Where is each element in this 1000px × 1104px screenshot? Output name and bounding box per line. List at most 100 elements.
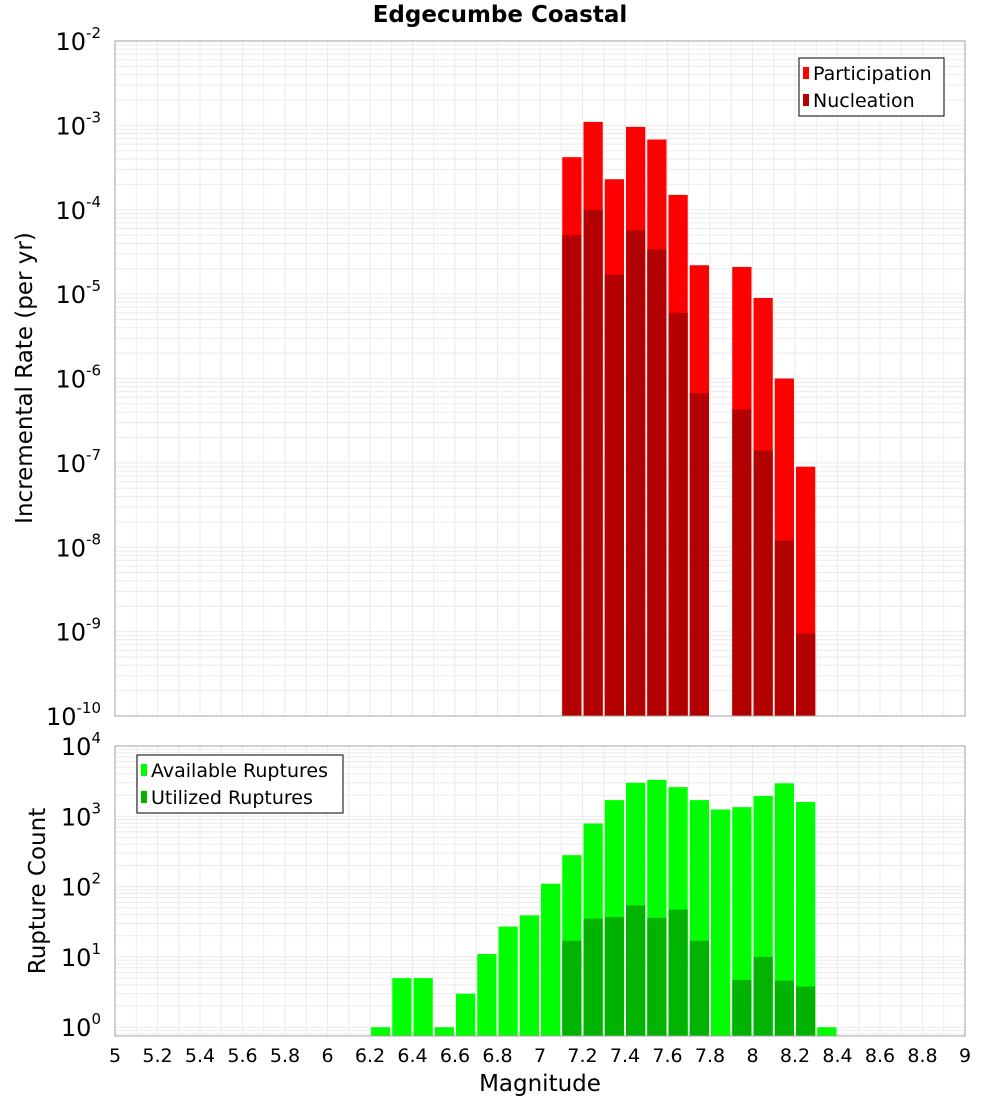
bar (796, 986, 816, 1036)
bar (689, 940, 709, 1036)
x-tick-label: 8 (746, 1045, 758, 1067)
x-tick-label: 7.6 (652, 1045, 682, 1067)
bar (626, 905, 646, 1036)
x-tick-label: 8.6 (865, 1045, 895, 1067)
bar (562, 940, 582, 1036)
x-tick-label: 5.8 (270, 1045, 300, 1067)
x-tick-label: 7 (534, 1045, 546, 1067)
y-tick-label: 10-3 (55, 108, 101, 140)
bar (477, 954, 497, 1036)
series-nucleation (562, 209, 816, 716)
legend-box (798, 57, 945, 117)
bar (562, 235, 582, 716)
x-tick-label: 9 (959, 1045, 971, 1067)
bar (583, 209, 603, 716)
chart-title: Edgecumbe Coastal (373, 2, 628, 28)
chart-panel-2: 100 101 102 103 104 Rupture Count 5 5.2 5.4 5.6 5.… (25, 729, 971, 1097)
legend-swatch (803, 94, 809, 106)
x-tick-label: 6.6 (440, 1045, 470, 1067)
bar (753, 450, 773, 716)
bar (413, 978, 433, 1036)
bar (626, 230, 646, 716)
legend-label: Utilized Ruptures (151, 787, 313, 809)
bar (711, 809, 731, 1036)
chart-panel-1: 10-10 10-9 10-8 10-7 10-6 10-5 10-4 10-3 10-2 Inc… (12, 2, 966, 731)
bar (647, 917, 667, 1036)
x-tick-labels: 5 5.2 5.4 5.6 5.8 6 6.2 6.4 6.6 6.8 7 7.2 7.4 7.6 7.8 8… (109, 1045, 971, 1067)
y-tick-labels: 100 101 102 103 104 (61, 729, 101, 1042)
legend-label: Nucleation (813, 90, 915, 112)
bar (604, 274, 624, 716)
plot-frame (114, 745, 966, 1037)
bar (689, 393, 709, 716)
bar (774, 540, 794, 716)
plot-frame (114, 40, 966, 717)
y-tick-label: 100 (61, 1010, 101, 1042)
bar (796, 633, 816, 716)
y-tick-label: 10-4 (55, 193, 101, 225)
series-utilized-ruptures (562, 905, 816, 1036)
bar (434, 1027, 454, 1036)
legend: Available Ruptures Utilized Ruptures (136, 754, 344, 814)
x-tick-label: 7.8 (695, 1045, 725, 1067)
x-tick-label: 5.6 (227, 1045, 257, 1067)
y-tick-label: 102 (61, 870, 101, 902)
x-tick-label: 8.8 (907, 1045, 937, 1067)
y-tick-label: 104 (61, 729, 101, 761)
x-tick-label: 6.2 (355, 1045, 385, 1067)
x-tick-label: 7.2 (567, 1045, 597, 1067)
bar (732, 807, 752, 1036)
y-tick-label: 10-8 (55, 530, 101, 562)
y-tick-label: 10-5 (55, 277, 101, 309)
bar (456, 993, 476, 1036)
legend-label: Participation (813, 63, 932, 85)
x-axis-label: Magnitude (479, 1071, 601, 1097)
y-tick-label: 10-9 (55, 615, 101, 647)
x-tick-label: 7.4 (610, 1045, 640, 1067)
bar (796, 801, 816, 1036)
x-tick-label: 6.4 (397, 1045, 427, 1067)
y-tick-label: 103 (61, 799, 101, 831)
legend-swatch (141, 764, 147, 776)
legend-swatch (141, 791, 147, 803)
bar (732, 979, 752, 1036)
bar (668, 312, 688, 716)
bar (774, 783, 794, 1036)
bar (753, 956, 773, 1036)
y-tick-label: 10-2 (55, 24, 101, 56)
bar (647, 249, 667, 716)
legend-swatch (803, 67, 809, 79)
bar (732, 409, 752, 716)
bar (604, 916, 624, 1036)
y-tick-labels: 10-10 10-9 10-8 10-7 10-6 10-5 10-4 10-3 10-2 (46, 24, 101, 731)
bar (498, 926, 518, 1036)
bar (774, 980, 794, 1036)
legend-label: Available Ruptures (151, 760, 328, 782)
x-tick-label: 6 (321, 1045, 333, 1067)
x-tick-label: 5.2 (142, 1045, 172, 1067)
grid-lines (114, 40, 966, 717)
x-tick-label: 6.8 (482, 1045, 512, 1067)
x-tick-label: 5 (109, 1045, 121, 1067)
legend-box (136, 754, 344, 814)
x-tick-label: 8.4 (822, 1045, 852, 1067)
grid-lines (114, 745, 966, 1036)
y-axis-label: Incremental Rate (per yr) (12, 232, 38, 524)
bar (519, 915, 539, 1036)
bar (371, 1027, 391, 1036)
y-tick-label: 101 (61, 940, 101, 972)
y-tick-label: 10-7 (55, 446, 101, 478)
bar (392, 978, 412, 1036)
bar (668, 909, 688, 1036)
y-axis-label: Rupture Count (25, 808, 51, 974)
x-tick-label: 8.2 (780, 1045, 810, 1067)
bar (583, 918, 603, 1036)
y-tick-label: 10-10 (46, 699, 101, 731)
x-tick-label: 5.4 (185, 1045, 215, 1067)
legend: Participation Nucleation (798, 57, 945, 117)
bar (541, 883, 561, 1036)
y-tick-label: 10-6 (55, 362, 101, 394)
bar (817, 1027, 837, 1036)
